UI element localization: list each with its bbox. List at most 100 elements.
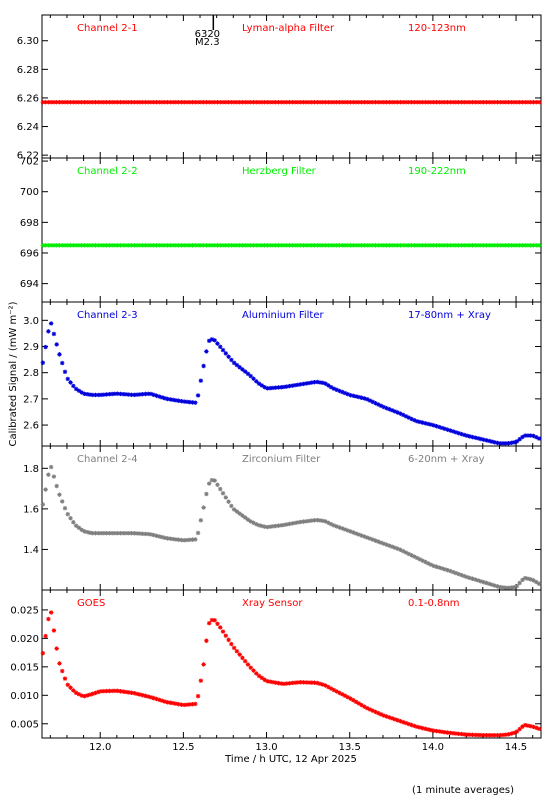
- data-point: [190, 100, 195, 105]
- data-point: [337, 243, 342, 248]
- data-point: [206, 243, 212, 248]
- data-point: [212, 478, 217, 483]
- data-point: [90, 531, 95, 536]
- data-point: [517, 243, 522, 248]
- data-point: [57, 243, 62, 248]
- data-point: [425, 421, 431, 427]
- data-point: [442, 730, 448, 735]
- data-point: [439, 100, 445, 105]
- data-point: [525, 100, 531, 105]
- data-point: [290, 100, 295, 105]
- data-point: [287, 521, 292, 527]
- data-point: [173, 243, 179, 248]
- data-point: [256, 243, 262, 248]
- data-point: [256, 523, 262, 528]
- data-point: [406, 243, 411, 248]
- data-point: [143, 100, 148, 105]
- data-point: [240, 513, 245, 518]
- data-point: [279, 100, 284, 105]
- data-point: [448, 730, 453, 736]
- data-point: [40, 360, 46, 365]
- data-point: [245, 517, 251, 522]
- data-point: [456, 430, 461, 436]
- data-point: [237, 243, 242, 248]
- data-point: [389, 408, 395, 413]
- data-point: [204, 100, 209, 105]
- data-point: [101, 689, 107, 694]
- data-point: [212, 100, 217, 105]
- data-point: [442, 243, 448, 248]
- data-point: [323, 100, 328, 105]
- data-point: [320, 518, 326, 524]
- data-point: [306, 243, 312, 248]
- data-point: [101, 100, 107, 105]
- data-point: [442, 567, 448, 572]
- data-point: [129, 531, 134, 536]
- data-point: [265, 524, 270, 530]
- panel-frame: [41, 445, 542, 591]
- data-point: [187, 399, 192, 405]
- data-point: [82, 243, 87, 248]
- data-point: [520, 243, 525, 248]
- data-point: [464, 732, 470, 737]
- data-point: [265, 243, 270, 248]
- data-point: [148, 391, 154, 397]
- data-point: [104, 243, 109, 248]
- data-point: [320, 243, 326, 248]
- data-point: [54, 243, 59, 248]
- data-point: [475, 436, 481, 441]
- data-point: [262, 243, 267, 248]
- data-point: [73, 523, 79, 528]
- data-point: [384, 714, 389, 719]
- data-point: [187, 100, 192, 105]
- data-point: [514, 243, 520, 248]
- data-point: [73, 243, 79, 248]
- data-point: [345, 694, 350, 700]
- data-point: [378, 712, 384, 717]
- data-point: [401, 243, 406, 248]
- data-point: [184, 243, 190, 248]
- data-point: [107, 392, 112, 397]
- data-point: [312, 243, 317, 248]
- data-point: [403, 720, 409, 726]
- data-point: [245, 243, 251, 248]
- y-tick-label: 6.22: [17, 151, 39, 162]
- data-point: [298, 382, 303, 387]
- data-point: [126, 392, 131, 397]
- data-point: [84, 243, 90, 248]
- data-point: [287, 383, 292, 389]
- data-point: [132, 243, 137, 248]
- data-point: [93, 531, 98, 536]
- data-point: [345, 100, 350, 105]
- data-point: [423, 243, 428, 248]
- data-point: [492, 583, 497, 588]
- data-point: [46, 616, 51, 622]
- data-point: [395, 718, 400, 723]
- data-point: [473, 435, 478, 440]
- data-point: [251, 520, 256, 525]
- data-point: [279, 385, 284, 390]
- x-tick-label: 12.5: [172, 742, 194, 753]
- data-point: [503, 441, 508, 446]
- event-marker-class: M2.3: [195, 37, 220, 48]
- data-point: [392, 100, 398, 105]
- data-point: [140, 693, 145, 698]
- data-point: [179, 100, 184, 105]
- data-point: [76, 388, 82, 393]
- data-point: [215, 482, 220, 487]
- data-point: [439, 566, 445, 571]
- data-point: [148, 243, 154, 248]
- data-point: [489, 243, 495, 248]
- data-point: [478, 436, 484, 442]
- data-point: [48, 464, 54, 470]
- data-point: [395, 100, 400, 105]
- data-point: [503, 585, 508, 590]
- data-point: [204, 349, 209, 354]
- data-point: [240, 100, 245, 105]
- data-point: [162, 535, 168, 541]
- data-point: [403, 550, 409, 555]
- data-point: [401, 548, 406, 554]
- data-point: [353, 100, 359, 105]
- data-point: [121, 531, 126, 536]
- data-point: [254, 521, 259, 527]
